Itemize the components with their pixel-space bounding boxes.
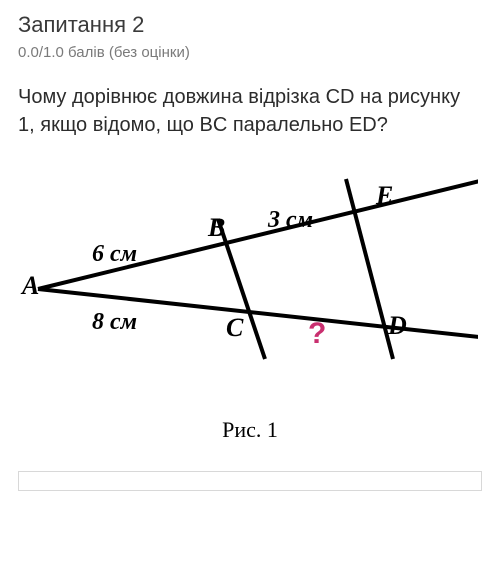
length-AC: 8 см (92, 309, 137, 336)
point-E: E (376, 181, 393, 211)
score-line: 0.0/1.0 балів (без оцінки) (18, 44, 482, 61)
question-title: Запитання 2 (18, 12, 482, 38)
point-A: A (22, 271, 39, 301)
figure-1: A B C D E 6 см 3 см 8 см ? (18, 159, 478, 399)
length-AB: 6 см (92, 241, 137, 268)
point-D: D (388, 311, 407, 341)
figure-caption: Рис. 1 (18, 417, 482, 443)
length-BE: 3 см (268, 207, 313, 234)
geometry-svg (18, 159, 478, 399)
question-text: Чому дорівнює довжина відрізка CD на рис… (18, 83, 482, 139)
length-CD-unknown: ? (308, 317, 326, 351)
answer-input-area[interactable] (18, 471, 482, 491)
point-C: C (226, 313, 243, 343)
point-B: B (208, 213, 225, 243)
